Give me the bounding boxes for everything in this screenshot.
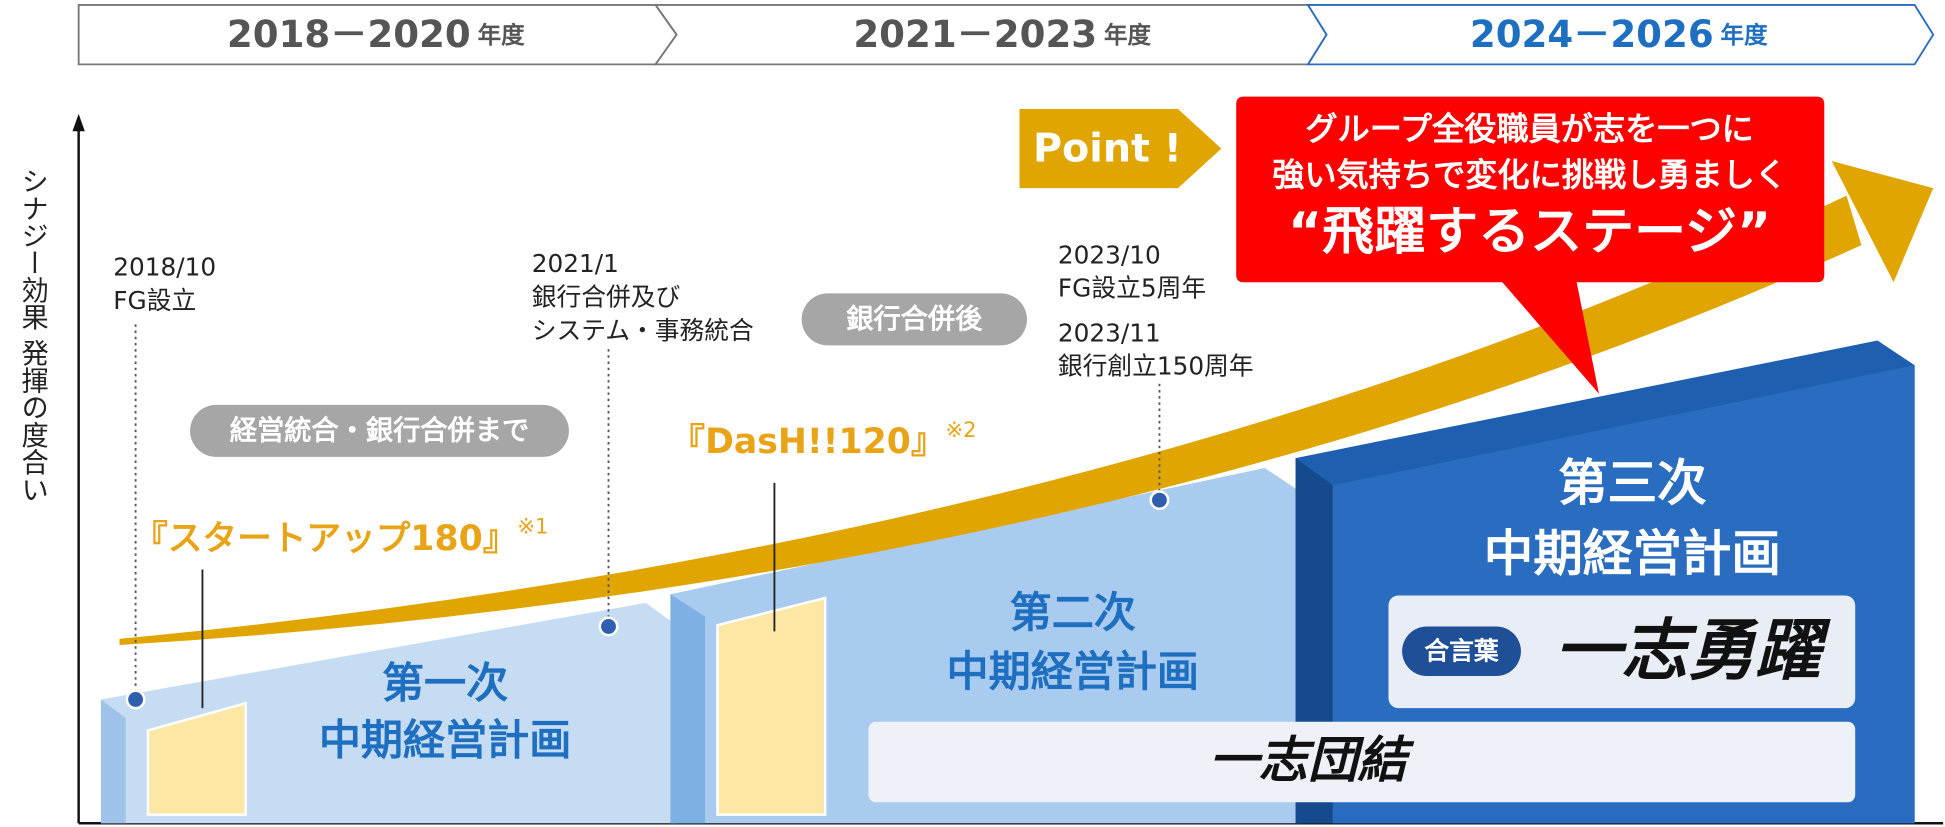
callout-line: 強い気持ちで変化に挑戦し勇ましく — [1272, 156, 1787, 194]
plan-name: 第一次 — [382, 658, 508, 707]
event-leaders — [134, 324, 1161, 694]
slogan: 『スタートアップ180』※1 — [133, 513, 548, 558]
unity-box — [868, 721, 1856, 803]
event-text: 銀行創立150周年 — [1058, 352, 1254, 381]
slogan-text: 『スタートアップ180』 — [133, 519, 517, 559]
plan-side — [670, 594, 706, 824]
slogan: 『DasH!!120』※2 — [670, 417, 976, 462]
motto-label: 合言葉 — [1424, 636, 1499, 665]
callout-line: グループ全役職員が志を一つに — [1305, 110, 1753, 148]
period-label: 2018－2020 年度 — [227, 12, 525, 55]
motto-box — [1388, 595, 1856, 709]
callout — [1236, 96, 1825, 394]
growth-arrowhead — [1831, 160, 1934, 283]
unit: 年度 — [1104, 20, 1152, 48]
event-date: 2023/10 — [1058, 240, 1161, 269]
event-date: 2018/10 — [113, 253, 216, 282]
slogan-block — [146, 701, 248, 816]
phase-pill — [190, 404, 569, 457]
plan-front — [1332, 365, 1915, 824]
event-dot — [125, 689, 146, 710]
point-tag — [1019, 108, 1222, 189]
phase-label: 経営統合・銀行合併まで — [230, 415, 529, 447]
period-arrow — [1306, 4, 1935, 66]
years: 2024－2026 — [1470, 12, 1714, 55]
motto-pill — [1402, 626, 1521, 676]
y-axis-label: シナジー効果 発揮の度合い — [16, 167, 49, 502]
axis-arrow — [72, 113, 85, 132]
slogan-text: 『DasH!!120』 — [670, 422, 945, 462]
slogan-block — [716, 596, 827, 816]
point-label: Point ! — [1033, 126, 1182, 172]
unity-text: 一志団結 — [1209, 731, 1415, 789]
plan-name: 第三次 — [1558, 454, 1707, 512]
event-text: システム・事務統合 — [532, 316, 754, 345]
event-text: 銀行合併及び — [532, 282, 681, 311]
plan-subtitle: 中期経営計画 — [1484, 525, 1781, 583]
slogan-note: ※2 — [945, 417, 976, 442]
unit: 年度 — [1721, 20, 1769, 48]
event-date: 2023/11 — [1058, 318, 1161, 347]
period-label: 2024－2026 年度 — [1470, 12, 1768, 55]
phase-label: 銀行合併後 — [846, 303, 983, 335]
event-text: FG設立5周年 — [1058, 274, 1206, 303]
years: 2018－2020 — [227, 12, 471, 55]
plan-name: 第二次 — [1010, 588, 1136, 637]
event-dot — [1149, 490, 1170, 511]
slogan-note: ※1 — [517, 513, 548, 538]
plan-subtitle: 中期経営計画 — [319, 715, 571, 764]
unit: 年度 — [478, 20, 526, 48]
event-text: FG設立 — [113, 286, 196, 315]
phase-pill — [801, 293, 1027, 346]
event-date: 2021/1 — [532, 249, 619, 278]
callout-headline: “飛躍するステージ” — [1288, 202, 1771, 262]
motto-text: 一志勇躍 — [1554, 611, 1831, 690]
period-label: 2021－2023 年度 — [853, 12, 1151, 55]
event-dot — [598, 616, 619, 637]
plan-side — [100, 699, 126, 824]
years: 2021－2023 — [853, 12, 1097, 55]
plan-subtitle: 中期経営計画 — [947, 647, 1199, 696]
